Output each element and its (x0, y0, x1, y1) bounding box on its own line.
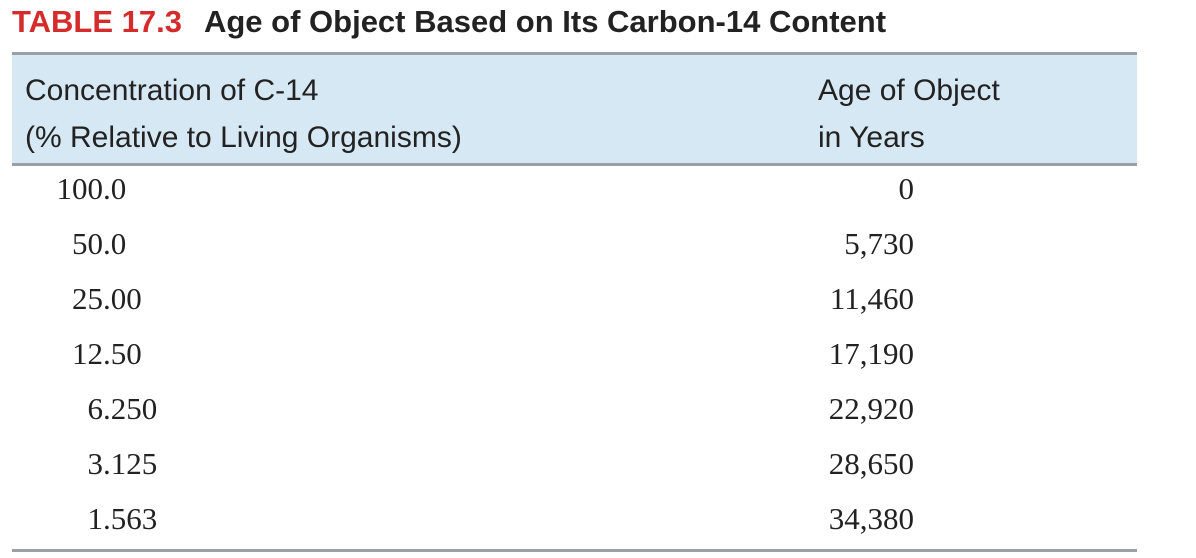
column-header: Age of Object in Years (818, 67, 1000, 161)
column-header: Concentration of C-14 (% Relative to Livi… (25, 67, 462, 161)
table-caption: TABLE 17.3 Age of Object Based on Its Car… (12, 4, 886, 40)
age-cell: 0 (898, 171, 915, 206)
age-cell: 28,650 (828, 446, 914, 481)
header-line: Concentration of C-14 (25, 74, 319, 107)
table-title: Age of Object Based on Its Carbon-14 Con… (203, 4, 887, 39)
concentration-cell: 50.0 (72, 226, 127, 261)
concentration-cell: 12.50 (72, 336, 142, 371)
table-header: Concentration of C-14 (% Relative to Livi… (12, 52, 1137, 166)
age-cell: 22,920 (828, 391, 914, 426)
header-line: Age of Object (818, 74, 1000, 107)
concentration-cell: 100.0 (56, 171, 127, 206)
concentration-cell: 3.125 (87, 446, 158, 481)
age-cell: 11,460 (829, 281, 914, 316)
concentration-cell: 6.250 (87, 391, 158, 426)
table-label: TABLE 17.3 (12, 4, 182, 39)
concentration-cell: 25.00 (72, 281, 142, 316)
age-cell: 17,190 (828, 336, 914, 371)
header-line: (% Relative to Living Organisms) (25, 121, 462, 154)
header-line: in Years (818, 121, 925, 154)
age-cell: 5,730 (844, 226, 914, 261)
concentration-cell: 1.563 (87, 501, 158, 536)
bottom-rule (12, 549, 1137, 552)
age-cell: 34,380 (828, 501, 914, 536)
